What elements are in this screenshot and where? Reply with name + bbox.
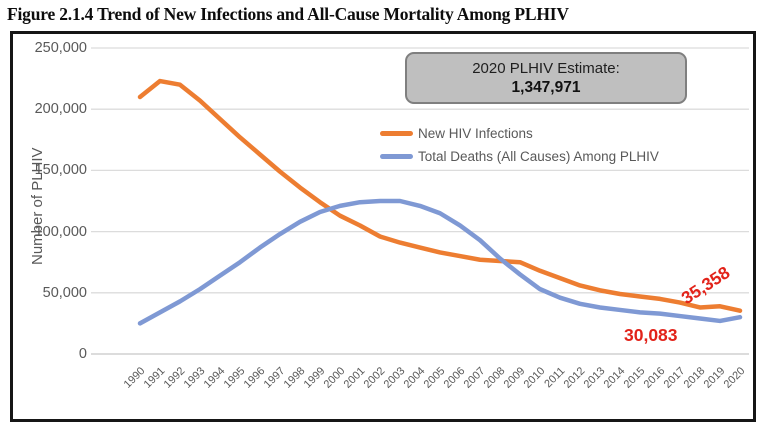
y-axis-title: Number of PLHIV — [29, 147, 46, 265]
figure-title: Figure 2.1.4 Trend of New Infections and… — [7, 4, 569, 24]
legend-item: New HIV Infections — [380, 122, 659, 145]
deaths-end-value-label: 30,083 — [624, 325, 678, 345]
y-tick-label: 100,000 — [34, 223, 87, 240]
y-tick-label: 0 — [78, 346, 87, 362]
y-tick-label: 50,000 — [42, 284, 87, 301]
y-tick-label: 250,000 — [34, 40, 87, 56]
plot-area: 0 50,000 100,000 150,000 200,000 250,000 1990… — [13, 34, 753, 419]
series-line-new-hiv-infections — [137, 78, 743, 313]
estimate-value: 1,347,971 — [511, 79, 581, 96]
y-tick-label: 200,000 — [34, 101, 87, 118]
legend-label: Total Deaths (All Causes) Among PLHIV — [418, 149, 659, 164]
legend-item: Total Deaths (All Causes) Among PLHIV — [380, 145, 659, 168]
series-line-total-deaths-all-causes-among-plhiv — [137, 198, 743, 326]
legend-label: New HIV Infections — [418, 126, 533, 141]
chart-canvas — [91, 47, 749, 355]
legend-line-swatch — [380, 131, 413, 136]
legend-line-swatch — [380, 154, 413, 159]
legend: New HIV Infections Total Deaths (All Caus… — [380, 122, 659, 168]
estimate-label: 2020 PLHIV Estimate: — [472, 60, 620, 77]
y-tick-label: 150,000 — [34, 162, 87, 179]
chart-frame: 0 50,000 100,000 150,000 200,000 250,000 1990… — [10, 31, 756, 422]
plhiv-estimate-callout: 2020 PLHIV Estimate: 1,347,971 — [405, 52, 687, 104]
